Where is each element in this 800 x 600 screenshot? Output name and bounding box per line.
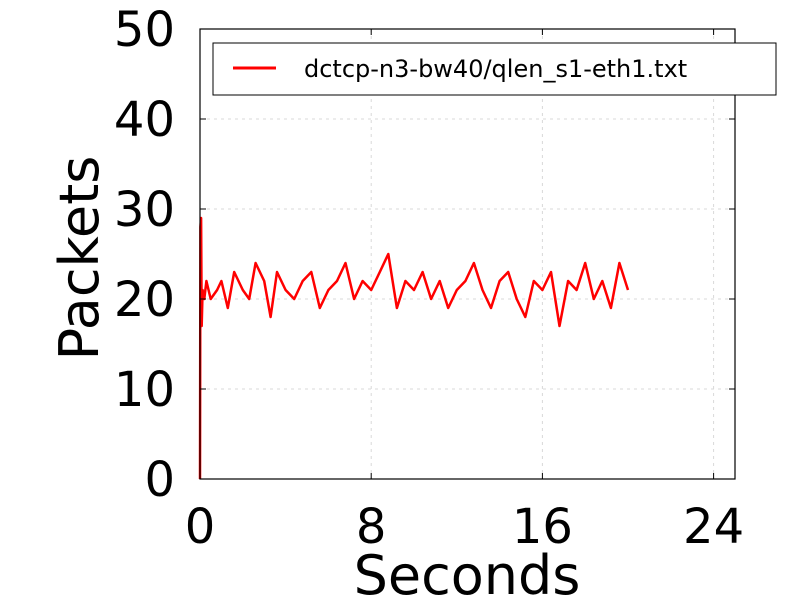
- axis-ticks: [199, 28, 735, 480]
- y-tick-label: 10: [114, 362, 175, 418]
- legend: dctcp-n3-bw40/qlen_s1-eth1.txt: [212, 42, 777, 96]
- y-tick-label: 40: [114, 92, 175, 148]
- grid-lines: [200, 29, 735, 479]
- y-axis-label: Packets: [48, 156, 111, 361]
- legend-label: dctcp-n3-bw40/qlen_s1-eth1.txt: [304, 55, 687, 83]
- y-tick-label: 50: [114, 2, 175, 58]
- x-tick-label: 24: [683, 499, 744, 555]
- series-line: [198, 216, 630, 480]
- series-layer: [198, 216, 630, 480]
- x-tick-labels: 0 8 16 24: [185, 499, 744, 555]
- legend-box: [212, 42, 777, 96]
- plot-frame: [199, 28, 736, 480]
- x-tick-label: 8: [356, 499, 387, 555]
- y-tick-label: 0: [144, 452, 175, 508]
- x-tick-label: 0: [185, 499, 216, 555]
- y-tick-label: 20: [114, 272, 175, 328]
- y-tick-label: 30: [114, 182, 175, 238]
- y-tick-labels: 0 10 20 30 40 50: [114, 2, 175, 508]
- x-axis-label: Seconds: [354, 544, 581, 600]
- x-tick-label: 16: [512, 499, 573, 555]
